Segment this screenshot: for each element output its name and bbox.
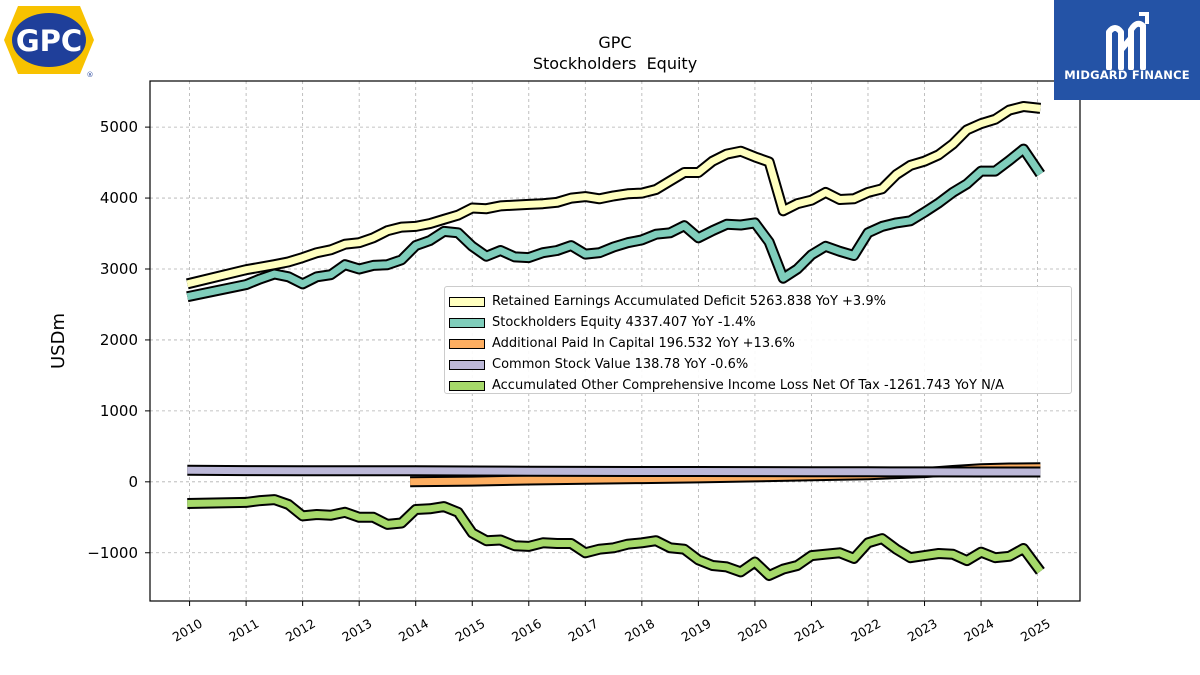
gpc-logo: GPC ® (4, 4, 100, 80)
x-tick-label: 2017 (566, 616, 601, 645)
chart-title: GPC Stockholders Equity (150, 32, 1080, 74)
legend-label: Retained Earnings Accumulated Deficit 52… (492, 294, 886, 309)
y-tick-label: 1000 (100, 402, 138, 420)
legend-swatch (449, 317, 485, 328)
legend-swatch (449, 359, 485, 370)
x-tick-label: 2013 (339, 616, 374, 645)
x-tick-label: 2015 (452, 616, 487, 645)
legend-item-stockholders-equity: Stockholders Equity 4337.407 YoY -1.4% (447, 312, 1071, 333)
y-tick-label: −1000 (87, 544, 138, 562)
gpc-logo-text: GPC (16, 24, 82, 58)
x-tick-label: 2012 (283, 616, 318, 645)
series-line (186, 145, 1044, 301)
x-tick-label: 2020 (735, 616, 770, 645)
y-tick-label: 2000 (100, 331, 138, 349)
x-tick-label: 2014 (396, 616, 431, 645)
y-tick-label: 3000 (100, 260, 138, 278)
gpc-logo-oval (12, 13, 86, 67)
x-tick-label: 2010 (170, 616, 205, 645)
chart-subtitle: Stockholders Equity (532, 54, 698, 73)
x-tick-label: 2018 (622, 616, 657, 645)
midgard-finance-logo: MIDGARD FINANCE (1054, 0, 1200, 100)
legend-label: Stockholders Equity 4337.407 YoY -1.4% (492, 315, 756, 330)
x-tick-label: 2023 (905, 616, 940, 645)
series-line (187, 496, 1044, 579)
legend-swatch (449, 338, 485, 349)
series-lines (186, 101, 1045, 581)
chart-ticker: GPC (598, 33, 632, 52)
y-tick-label: 5000 (100, 118, 138, 136)
x-tick-label: 2021 (792, 616, 827, 645)
x-tick-label: 2011 (226, 616, 261, 645)
series-1 (186, 143, 1045, 303)
series-3 (187, 464, 1041, 478)
x-tick-label: 2024 (961, 616, 996, 645)
legend-label: Additional Paid In Capital 196.532 YoY +… (492, 336, 795, 351)
midgard-finance-text: MIDGARD FINANCE (1064, 68, 1190, 82)
series-line (186, 103, 1041, 288)
x-tick-label: 2019 (679, 616, 714, 645)
y-tick-label: 0 (128, 473, 138, 491)
plot-frame (149, 80, 1081, 602)
series-4 (187, 494, 1045, 581)
series-0 (186, 101, 1042, 290)
legend: Retained Earnings Accumulated Deficit 52… (444, 286, 1072, 394)
midgard-mark-icon (1106, 12, 1149, 70)
legend-swatch (449, 380, 485, 391)
legend-label: Accumulated Other Comprehensive Income L… (492, 378, 1005, 393)
x-tick-label: 2022 (848, 616, 883, 645)
legend-label: Common Stock Value 138.78 YoY -0.6% (492, 357, 749, 372)
legend-item-common-stock-value: Common Stock Value 138.78 YoY -0.6% (447, 354, 1071, 375)
legend-item-aoci: Accumulated Other Comprehensive Income L… (447, 375, 1071, 396)
legend-swatch (449, 296, 485, 307)
legend-item-retained-earnings: Retained Earnings Accumulated Deficit 52… (447, 291, 1071, 312)
x-tick-label: 2016 (509, 616, 544, 645)
y-axis-label: USDm (48, 313, 69, 369)
y-tick-label: 4000 (100, 189, 138, 207)
gpc-logo-registered-mark: ® (87, 71, 94, 79)
series-line (187, 466, 1041, 476)
x-tick-label: 2025 (1018, 616, 1053, 645)
legend-item-additional-paid-in-capital: Additional Paid In Capital 196.532 YoY +… (447, 333, 1071, 354)
